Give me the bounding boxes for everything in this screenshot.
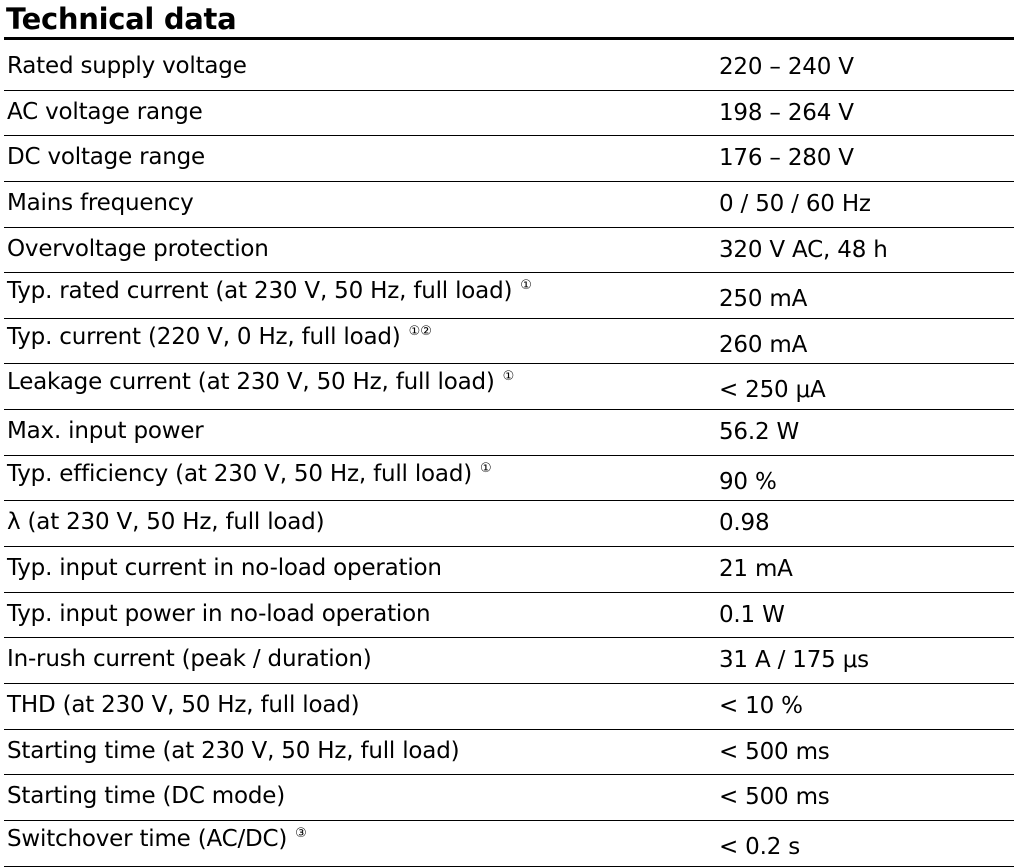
row-value: 220 – 240 V — [719, 54, 854, 80]
table-row: λ (at 230 V, 50 Hz, full load) 0.98 — [4, 501, 1014, 548]
table-row: Switchover time (AC/DC) ③ < 0.2 s — [4, 821, 1014, 867]
table-row: In-rush current (peak / duration) 31 A /… — [4, 638, 1014, 684]
footnote-marker: ① — [502, 369, 515, 385]
row-label: Typ. rated current (at 230 V, 50 Hz, ful… — [7, 278, 532, 305]
row-value: 90 % — [719, 468, 777, 495]
footnote-marker: ① — [480, 460, 492, 476]
table-row: THD (at 230 V, 50 Hz, full load) < 10 % — [4, 684, 1014, 730]
row-label: Mains frequency — [7, 189, 194, 216]
row-label: Overvoltage protection — [7, 235, 269, 262]
row-value: < 500 ms — [719, 738, 830, 765]
footnote-marker: ③ — [295, 825, 307, 841]
row-label: Typ. input current in no-load operation — [7, 555, 442, 582]
footnote-marker: ① — [520, 278, 532, 294]
table-row: Typ. rated current (at 230 V, 50 Hz, ful… — [4, 273, 1014, 319]
row-label: DC voltage range — [7, 144, 206, 171]
row-label: Typ. current (220 V, 0 Hz, full load) ①② — [7, 323, 432, 350]
row-label: λ (at 230 V, 50 Hz, full load) — [7, 509, 325, 536]
row-value: 31 A / 175 μs — [719, 647, 869, 674]
title-underline — [4, 37, 1014, 40]
row-label: Max. input power — [7, 418, 204, 445]
table-row: Typ. efficiency (at 230 V, 50 Hz, full l… — [4, 456, 1014, 502]
row-label: Starting time (at 230 V, 50 Hz, full loa… — [7, 737, 460, 764]
row-value: < 0.2 s — [719, 833, 801, 860]
table-row: Starting time (DC mode) < 500 ms — [4, 775, 1014, 821]
table-row: Mains frequency 0 / 50 / 60 Hz — [4, 182, 1014, 228]
row-label: AC voltage range — [7, 98, 203, 125]
table-row: Typ. current (220 V, 0 Hz, full load) ①② … — [4, 319, 1014, 365]
row-value: < 250 μA — [719, 377, 826, 404]
row-value: 0 / 50 / 60 Hz — [719, 190, 871, 217]
table-row: Starting time (at 230 V, 50 Hz, full loa… — [4, 730, 1014, 776]
row-value: 56.2 W — [719, 419, 800, 446]
table-row: Rated supply voltage 220 – 240 V — [4, 45, 1014, 91]
row-label: Starting time (DC mode) — [7, 783, 285, 810]
row-value: 0.98 — [719, 510, 770, 537]
row-label: In-rush current (peak / duration) — [7, 646, 372, 673]
table-row: Typ. input current in no-load operation … — [4, 547, 1014, 593]
row-label: Rated supply voltage — [7, 53, 247, 79]
row-value: < 500 ms — [719, 784, 830, 811]
table-row: Typ. input power in no-load operation 0.… — [4, 593, 1014, 639]
row-value: 320 V AC, 48 h — [719, 236, 888, 263]
row-value: 260 mA — [719, 331, 808, 358]
table-row: AC voltage range 198 – 264 V — [4, 91, 1014, 137]
row-label: Leakage current (at 230 V, 50 Hz, full l… — [7, 369, 515, 396]
row-value: 0.1 W — [719, 601, 785, 628]
row-label: Typ. input power in no-load operation — [7, 600, 431, 627]
table-row: DC voltage range 176 – 280 V — [4, 136, 1014, 182]
row-label: Switchover time (AC/DC) ③ — [7, 825, 307, 852]
footnote-marker: ①② — [408, 323, 432, 339]
table-row: Overvoltage protection 320 V AC, 48 h — [4, 228, 1014, 274]
row-value: < 10 % — [719, 692, 803, 719]
row-value: 21 mA — [719, 556, 793, 583]
section-title: Technical data — [6, 2, 237, 36]
table-row: Max. input power 56.2 W — [4, 410, 1014, 456]
row-value: 198 – 264 V — [719, 99, 854, 126]
row-label: Typ. efficiency (at 230 V, 50 Hz, full l… — [7, 460, 492, 487]
row-label: THD (at 230 V, 50 Hz, full load) — [7, 691, 360, 718]
row-value: 250 mA — [719, 286, 808, 313]
technical-data-table: Rated supply voltage 220 – 240 V AC volt… — [4, 45, 1014, 867]
row-value: 176 – 280 V — [719, 145, 854, 172]
table-row: Leakage current (at 230 V, 50 Hz, full l… — [4, 364, 1014, 411]
